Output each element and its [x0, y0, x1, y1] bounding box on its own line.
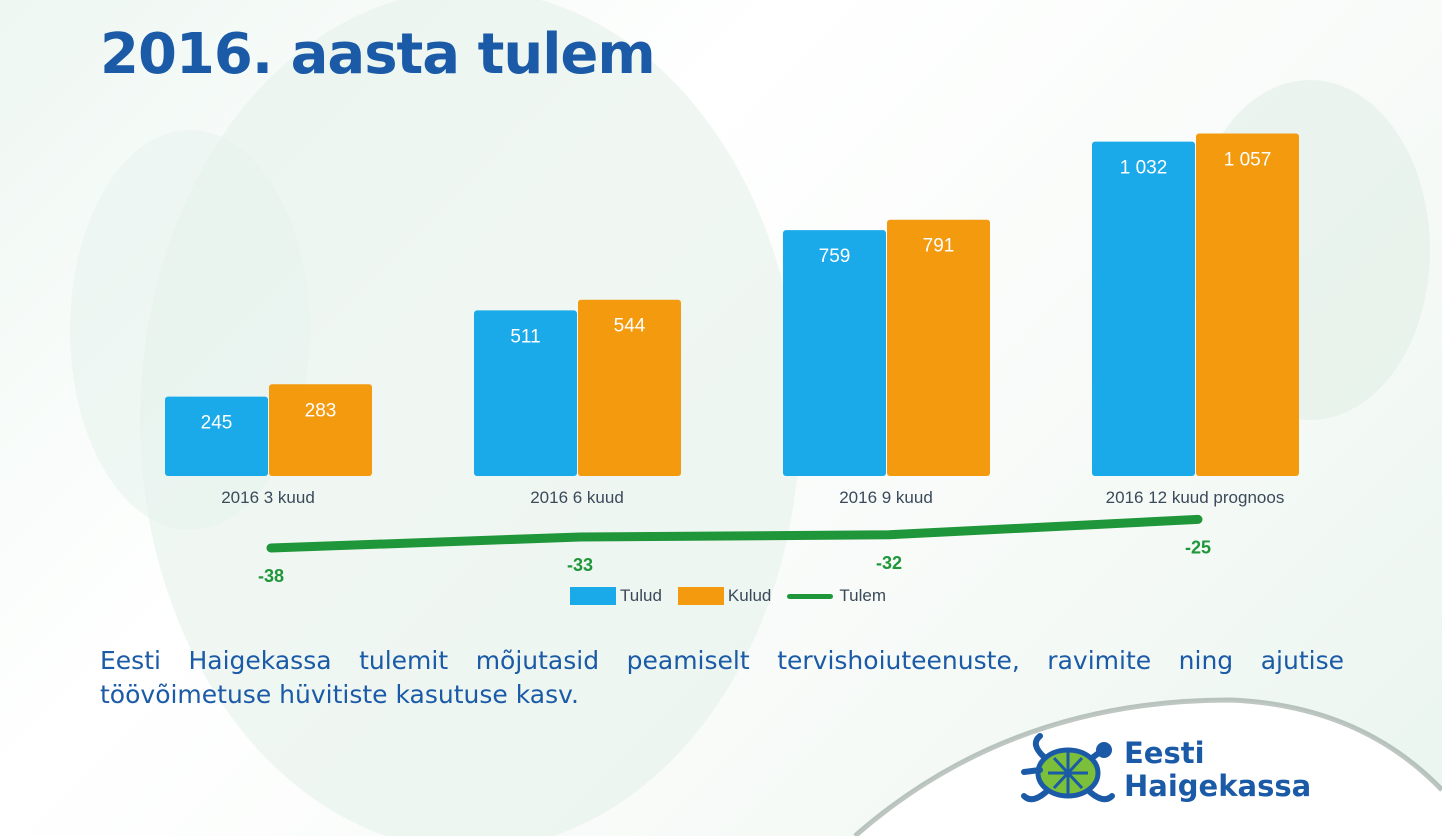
logo-text: Eesti Haigekassa: [1124, 737, 1311, 803]
x-tick-label-0: 2016 3 kuud: [221, 488, 315, 507]
x-tick-label-1: 2016 6 kuud: [530, 488, 624, 507]
bar-tulud-1: [474, 310, 577, 476]
data-label-kulud-0: 283: [305, 400, 337, 421]
chart: 245 283 2016 3 kuud 511 544 2016 6 kuud 759 791…: [165, 133, 1299, 586]
data-label-tulud-3: 1 032: [1120, 158, 1168, 179]
data-label-tulud-2: 759: [819, 246, 851, 267]
data-label-tulud-1: 511: [510, 326, 540, 347]
legend-label-tulud: Tulud: [620, 586, 662, 605]
legend-label-tulem: Tulem: [839, 586, 886, 605]
legend-swatch-kulud: [677, 587, 724, 605]
bar-kulud-0: [269, 384, 372, 476]
data-label-kulud-2: 791: [923, 236, 955, 257]
description-text: Eesti Haigekassa tulemit mõjutasid peami…: [100, 646, 1344, 709]
bar-kulud-2: [887, 219, 990, 476]
data-label-tulem-0: -38: [258, 566, 284, 586]
legend-label-kulud: Kulud: [727, 586, 772, 605]
bar-tulud-2: [783, 230, 886, 476]
bar-tulud-3: [1092, 141, 1195, 476]
bar-tulud-0: [165, 396, 268, 476]
legend-swatch-tulud: [570, 587, 616, 605]
bar-kulud-3: [1196, 133, 1299, 477]
bar-kulud-1: [578, 299, 681, 476]
x-tick-label-3: 2016 12 kuud prognoos: [1106, 488, 1285, 507]
data-label-kulud-1: 544: [614, 316, 646, 337]
logo-line-2: Haigekassa: [1124, 769, 1312, 803]
data-label-tulem-2: -32: [876, 553, 902, 573]
data-label-tulem-1: -33: [567, 555, 593, 575]
legend-item-tulem: Tulem: [787, 586, 886, 606]
turtle-logo-icon: [1021, 733, 1115, 803]
tulem-line: [266, 514, 1203, 553]
logo-line-1: Eesti: [1124, 736, 1205, 770]
data-label-tulem-3: -25: [1185, 537, 1211, 557]
legend-item-kulud: Kulud: [677, 586, 772, 606]
legend-item-tulud: Tulud: [570, 586, 662, 606]
legend-swatch-tulem: [787, 593, 834, 599]
page-title: 2016. aasta tulem: [100, 22, 656, 87]
x-tick-label-2: 2016 9 kuud: [839, 488, 933, 507]
data-label-kulud-3: 1 057: [1224, 150, 1272, 171]
chart-legend: Tulud Kulud Tulem: [570, 586, 902, 606]
logo: Eesti Haigekassa: [1018, 730, 1311, 810]
data-label-tulud-0: 245: [201, 413, 233, 434]
